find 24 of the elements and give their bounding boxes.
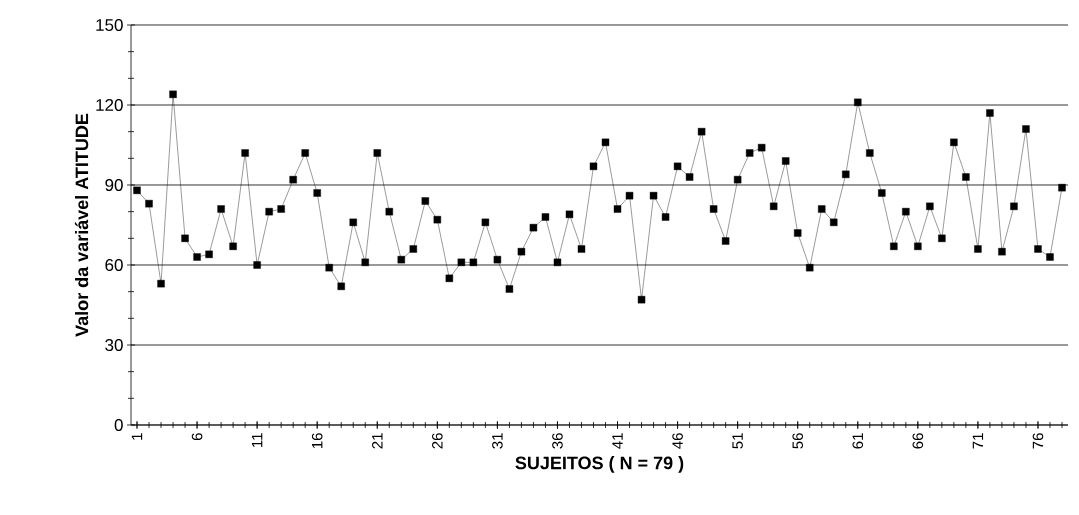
y-axis-title: Valor da variável ATITUDE	[74, 113, 89, 337]
x-tick-label: 71	[972, 433, 984, 449]
x-tick-label: 46	[672, 433, 683, 449]
x-tick-label: 1	[131, 433, 143, 440]
x-tick-label: 61	[852, 433, 864, 449]
y-tick-label: 90	[105, 178, 123, 192]
x-tick-label: 26	[432, 433, 443, 449]
x-tick-label: 41	[612, 433, 623, 449]
x-tick-label: 16	[311, 433, 323, 449]
x-tick-label: 36	[552, 433, 563, 449]
x-tick-label: 6	[191, 433, 203, 441]
x-tick-label: 51	[732, 433, 743, 449]
y-tick-label: 30	[105, 338, 123, 352]
x-tick-label: 11	[251, 433, 263, 447]
x-tick-label: 21	[372, 433, 383, 449]
y-tick-label: 150	[96, 18, 123, 32]
x-axis-title: SUJEITOS ( N = 79 )	[515, 456, 684, 473]
y-tick-label: 60	[105, 258, 123, 272]
y-tick-label: 0	[114, 418, 123, 432]
y-tick-label: 120	[96, 98, 123, 112]
x-tick-label: 66	[912, 433, 924, 449]
x-tick-label: 76	[1032, 433, 1044, 449]
x-tick-label: 31	[492, 433, 503, 449]
x-tick-label: 56	[792, 433, 804, 449]
